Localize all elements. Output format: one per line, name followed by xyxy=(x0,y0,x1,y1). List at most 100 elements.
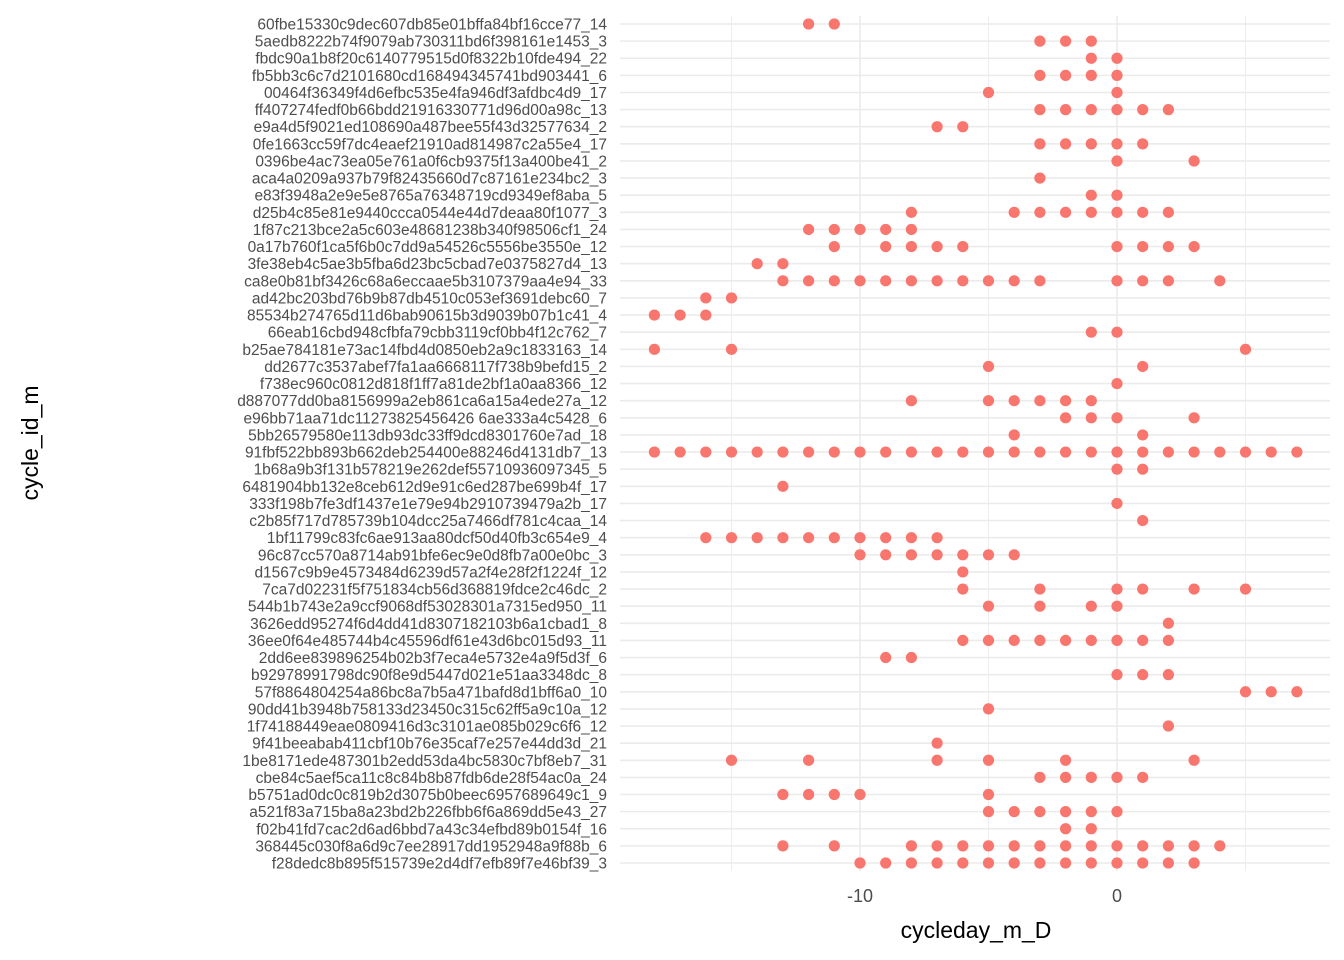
data-point xyxy=(880,223,892,236)
data-point xyxy=(1060,754,1072,766)
data-point xyxy=(1188,412,1200,424)
data-point xyxy=(1111,771,1123,783)
data-point xyxy=(905,240,918,253)
data-point xyxy=(1060,138,1072,150)
data-point xyxy=(828,446,840,458)
data-point xyxy=(1008,206,1020,218)
data-point xyxy=(1008,634,1020,647)
data-point xyxy=(1008,806,1020,818)
data-point xyxy=(828,840,840,852)
data-point xyxy=(803,223,815,236)
data-point xyxy=(1137,857,1149,869)
data-point xyxy=(1214,275,1226,287)
y-tick-label: b25ae784181e73ac14fbd4d0850eb2a9c1833163… xyxy=(242,342,607,359)
data-point xyxy=(1265,446,1277,458)
data-point xyxy=(1034,600,1046,612)
data-point xyxy=(854,857,866,869)
data-point xyxy=(905,275,918,287)
data-point xyxy=(1188,583,1200,595)
data-point xyxy=(1162,206,1174,218)
y-tick-label: ad42bc203bd76b9b87db4510c053ef3691debc60… xyxy=(252,290,607,307)
data-point xyxy=(1085,52,1097,64)
data-point xyxy=(1085,104,1097,116)
y-tick-label: e96bb71aa71dc11273825456426 6ae333a4c542… xyxy=(244,410,607,427)
data-point xyxy=(880,532,892,544)
y-tick-label: 00464f36349f4d6efbc535e4fa946df3afdbc4d9… xyxy=(264,85,607,102)
data-point xyxy=(777,480,789,492)
data-point xyxy=(1188,240,1200,253)
data-point xyxy=(1034,446,1046,458)
data-point xyxy=(1060,771,1072,783)
data-point xyxy=(931,754,943,766)
data-point xyxy=(1111,840,1123,852)
data-point xyxy=(957,857,969,869)
data-point xyxy=(1034,857,1046,869)
data-point xyxy=(1085,446,1097,458)
y-tick-label: 0fe1663cc59f7dc4eaef21910ad814987c2a55e4… xyxy=(253,136,607,153)
data-point xyxy=(1085,326,1097,338)
data-point xyxy=(751,446,763,458)
data-point xyxy=(982,634,995,647)
y-tick-label: 0a17b760f1ca5f6b0c7dd9a54526c5556be3550e… xyxy=(248,239,607,256)
data-point xyxy=(1137,104,1149,116)
y-tick-label: b5751ad0dc0c819b2d3075b0beec6957689649c1… xyxy=(248,787,607,804)
data-point xyxy=(828,18,840,30)
data-point xyxy=(777,258,789,270)
data-point xyxy=(1034,35,1046,47)
data-point xyxy=(1137,138,1149,150)
data-point xyxy=(1188,840,1200,852)
data-point xyxy=(1111,69,1123,81)
minor-gridlines xyxy=(731,16,1246,871)
data-point xyxy=(1060,395,1072,407)
data-point xyxy=(700,532,712,544)
data-point xyxy=(1085,69,1097,81)
data-point xyxy=(1162,720,1174,732)
data-point xyxy=(777,840,789,852)
data-point xyxy=(957,840,969,852)
y-tick-label: ca8e0b81bf3426c68a6eccaae5b3107379aa4e94… xyxy=(244,273,607,290)
x-axis-tick-labels: -10 0 xyxy=(847,886,1122,906)
y-tick-label: 1b68a9b3f131b578219e262def55710936097345… xyxy=(254,462,607,479)
data-point xyxy=(1111,446,1123,458)
data-point xyxy=(1034,275,1046,287)
data-point xyxy=(854,446,866,458)
data-point xyxy=(1137,840,1149,852)
data-point xyxy=(982,754,995,766)
data-point xyxy=(982,788,995,801)
data-point xyxy=(751,532,763,544)
data-point xyxy=(1162,617,1174,629)
data-point xyxy=(957,275,969,287)
data-point xyxy=(803,788,815,801)
data-point xyxy=(982,360,995,373)
data-point xyxy=(957,121,969,133)
data-point xyxy=(725,754,738,766)
data-point xyxy=(1085,840,1097,852)
data-point xyxy=(1111,857,1123,869)
y-tick-label: 85534b274765d11d6bab90615b3d9039b07b1c41… xyxy=(247,308,607,325)
data-point xyxy=(854,788,866,801)
data-point xyxy=(880,549,892,561)
y-tick-label: d1567c9b9e4573484d6239d57a2f4e28f2f1224f… xyxy=(254,564,607,581)
data-point xyxy=(777,532,789,544)
data-point xyxy=(931,840,943,852)
data-point xyxy=(1137,429,1149,441)
data-point xyxy=(1008,840,1020,852)
data-point xyxy=(1291,686,1303,698)
data-point xyxy=(803,446,815,458)
data-point xyxy=(1239,583,1252,595)
data-point xyxy=(1060,806,1072,818)
data-point xyxy=(803,275,815,287)
data-point xyxy=(1085,412,1097,424)
data-point xyxy=(1008,446,1020,458)
data-point xyxy=(905,532,918,544)
data-point xyxy=(905,549,918,561)
data-point xyxy=(957,634,969,647)
data-point xyxy=(931,446,943,458)
y-tick-label: 544b1b743e2a9ccf9068df53028301a7315ed950… xyxy=(248,599,607,616)
y-tick-label: f02b41fd7cac2d6ad6bbd7a43c34efbd89b0154f… xyxy=(256,821,607,838)
data-point xyxy=(854,223,866,236)
y-tick-label: ff407274fedf0b66bdd21916330771d96d00a98c… xyxy=(255,102,607,119)
x-axis-title: cycleday_m_D xyxy=(901,917,1052,943)
data-point xyxy=(982,857,995,869)
